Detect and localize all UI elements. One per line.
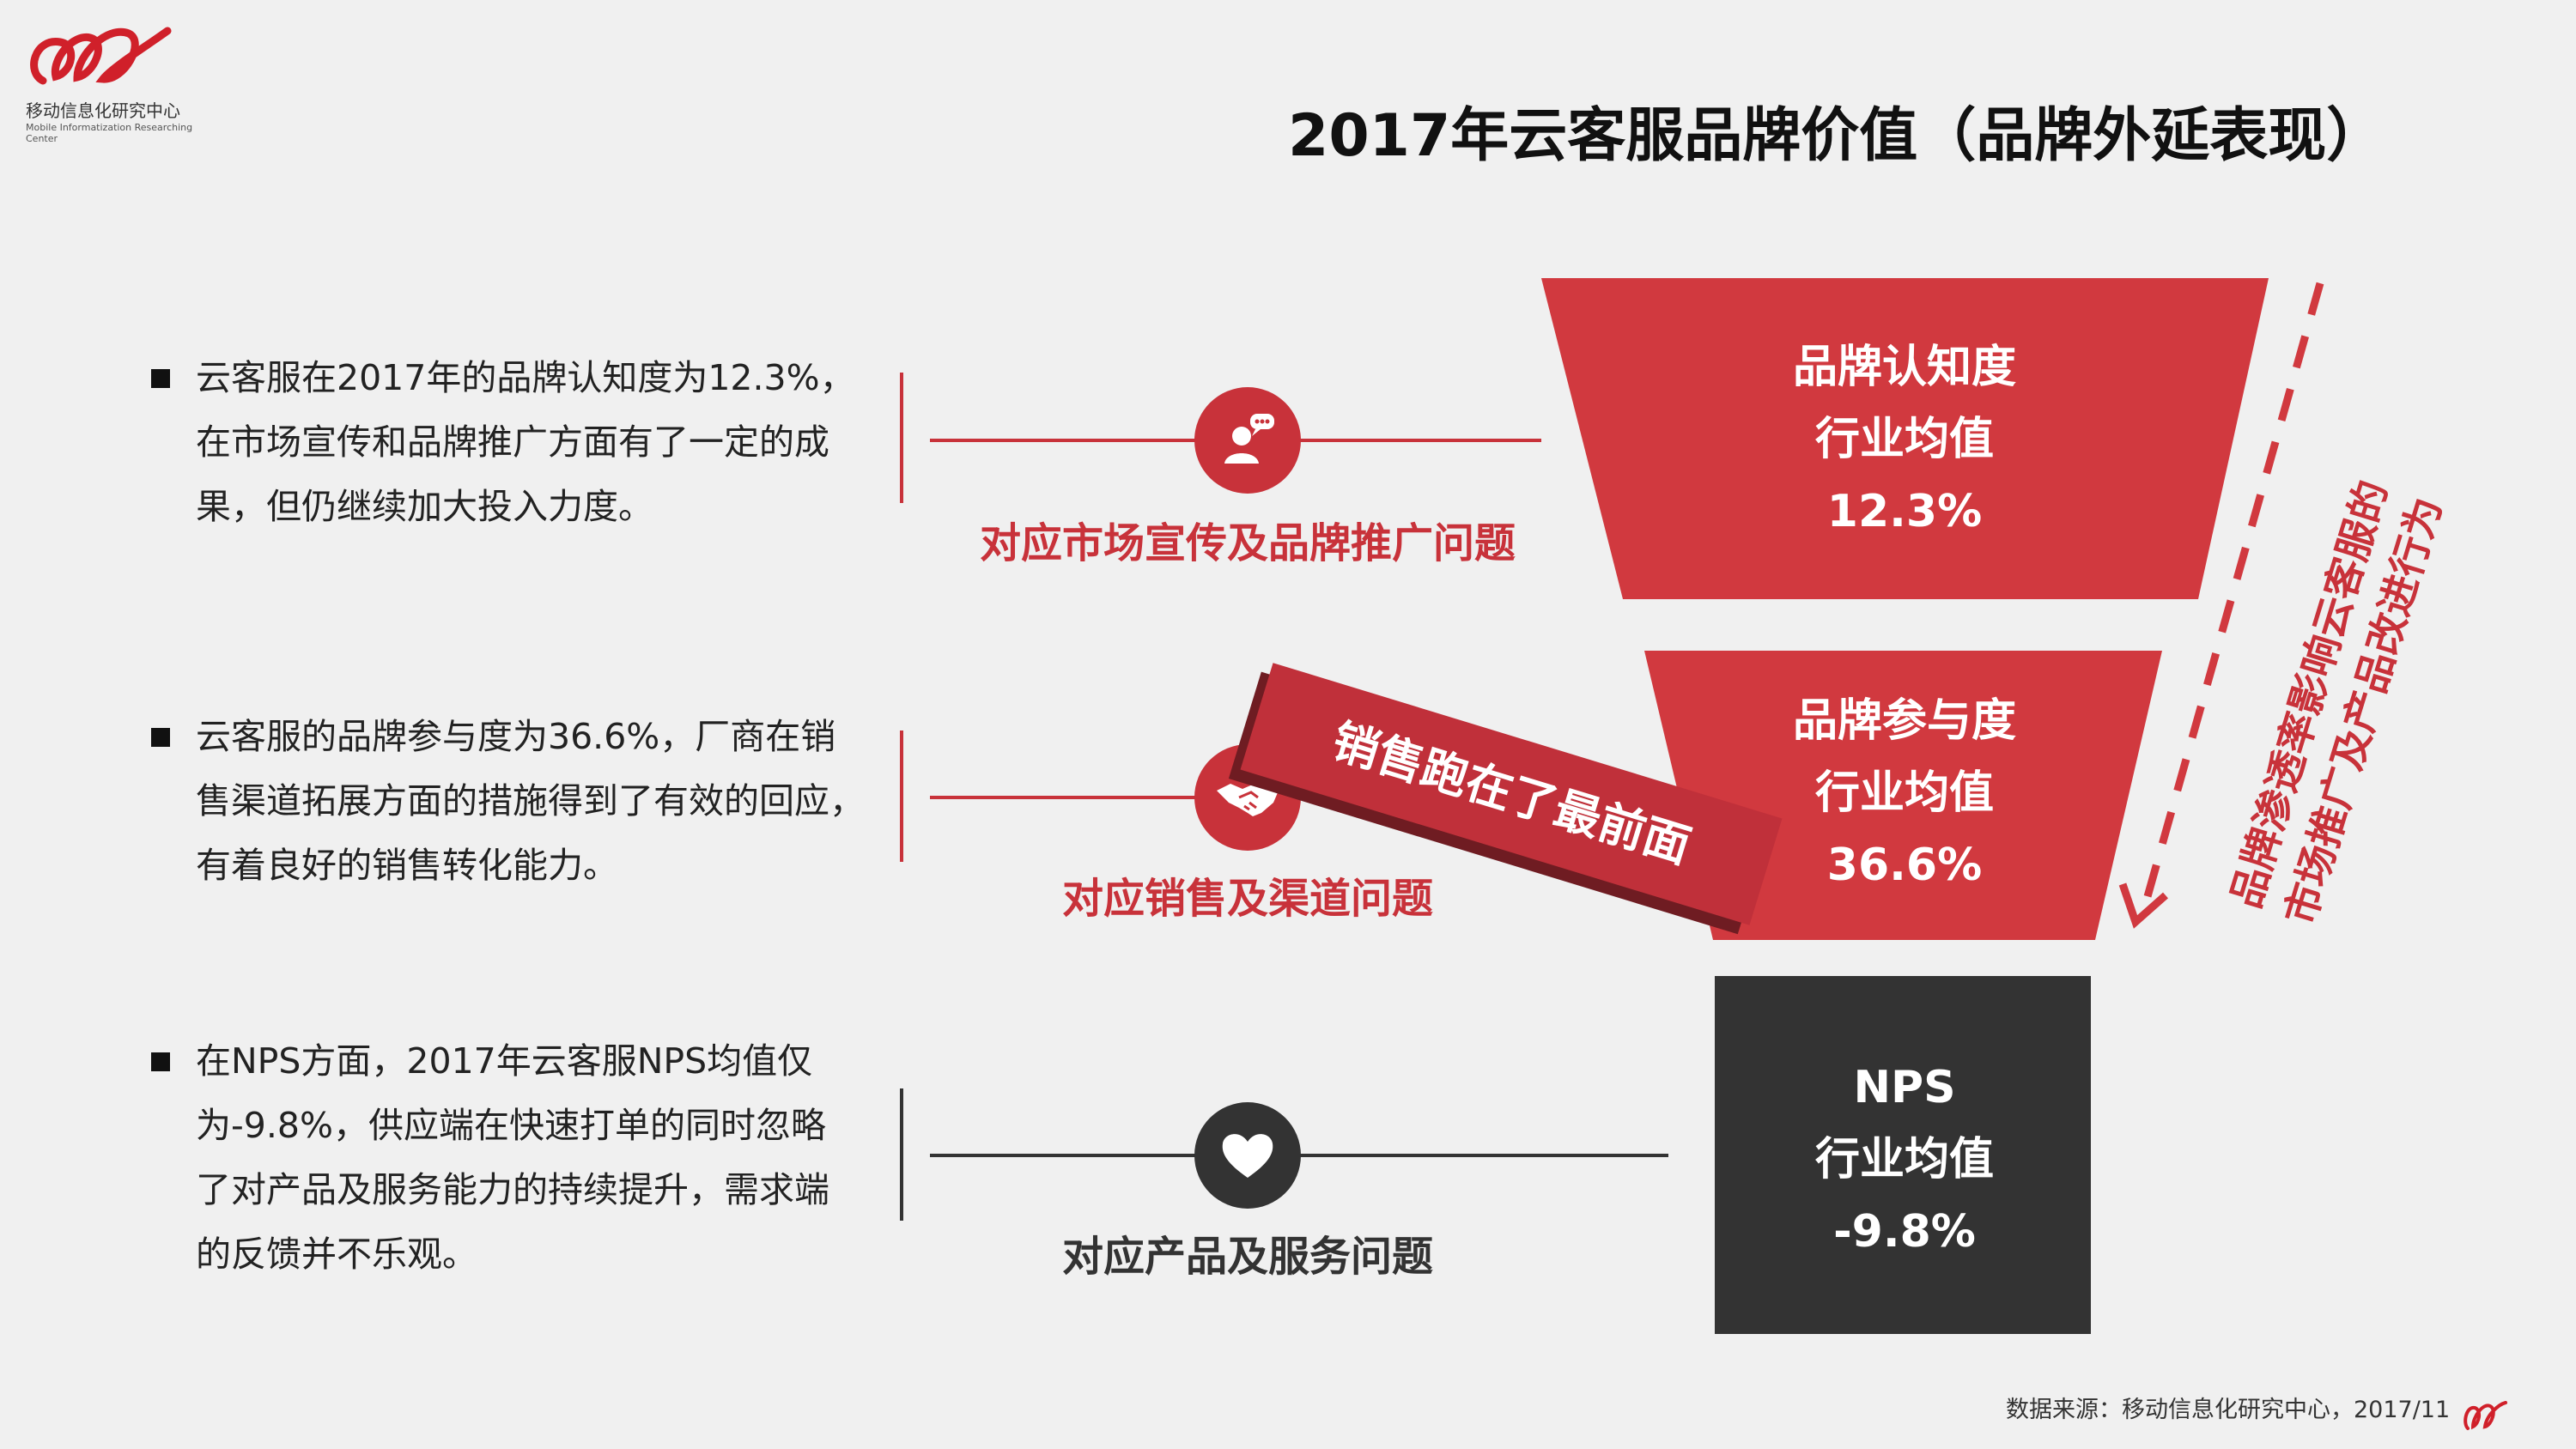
text-line: 在市场宣传和品牌推广方面有了一定的成 <box>196 421 829 463</box>
logo-subtext: Mobile Informatization Researching Cente… <box>26 122 193 144</box>
item-2-label: 对应销售及渠道问题 <box>1061 875 1433 923</box>
item-3-icon-circle <box>1194 1102 1301 1209</box>
text-line: 果，但仍继续加大投入力度。 <box>196 486 653 527</box>
text-line: 云客服的品牌参与度为36.6%，厂商在销 <box>196 716 836 757</box>
text-line: 售渠道拓展方面的措施得到了有效的回应， <box>196 780 865 822</box>
logo: 移动信息化研究中心 Mobile Informatization Researc… <box>26 21 206 144</box>
logo-mark-icon <box>30 27 172 85</box>
funnel-top-segment <box>1541 278 2269 599</box>
funnel-metric-sub: 行业均值 <box>1814 767 1994 819</box>
funnel-bottom-text: NPS 行业均值 -9.8% <box>1733 1052 2076 1268</box>
person-chat-icon <box>1224 414 1274 464</box>
text-line: 云客服在2017年的品牌认知度为12.3%， <box>196 357 855 398</box>
item-3-divider <box>900 1088 903 1221</box>
item-1-icon-circle <box>1194 387 1301 494</box>
item-2-divider <box>900 731 903 862</box>
item-1-label: 对应市场宣传及品牌推广问题 <box>979 519 1516 567</box>
funnel-metric-name: 品牌认知度 <box>1792 342 2016 393</box>
funnel-middle-text: 品牌参与度 行业均值 36.6% <box>1733 685 2076 901</box>
dashed-arrow-head <box>2118 882 2168 929</box>
funnel-top-text: 品牌认知度 行业均值 12.3% <box>1733 331 2076 548</box>
bullet-marker <box>151 1052 170 1071</box>
source-logo-icon <box>2464 1401 2507 1430</box>
funnel-middle-segment <box>1644 651 2162 940</box>
bullet-marker <box>151 369 170 388</box>
funnel-metric-sub: 行业均值 <box>1814 414 1994 465</box>
text-line: 了对产品及服务能力的持续提升，需求端 <box>196 1169 829 1210</box>
logo-text: 移动信息化研究中心 <box>26 100 180 121</box>
funnel-metric-name: NPS <box>1853 1062 1956 1113</box>
item-2-connector <box>930 796 1325 799</box>
funnel-metric-value: 36.6% <box>1826 840 1983 891</box>
bullet-marker <box>151 728 170 747</box>
item-1-text: 云客服在2017年的品牌认知度为12.3%， 在市场宣传和品牌推广方面有了一定的… <box>196 346 926 539</box>
text-line: 在NPS方面，2017年云客服NPS均值仅 <box>196 1040 813 1082</box>
text-line: 为-9.8%，供应端在快速打单的同时忽略 <box>196 1105 826 1146</box>
source-note: 数据来源：移动信息化研究中心，2017/11 <box>2006 1397 2451 1423</box>
funnel-metric-sub: 行业均值 <box>1814 1134 1994 1185</box>
page-title: 2017年云客服品牌价值（品牌外延表现） <box>1288 102 2385 170</box>
funnel-metric-name: 品牌参与度 <box>1792 695 2016 747</box>
item-3-text: 在NPS方面，2017年云客服NPS均值仅 为-9.8%，供应端在快速打单的同时… <box>196 1029 926 1287</box>
funnel-metric-value: 12.3% <box>1826 486 1983 537</box>
text-line: 有着良好的销售转化能力。 <box>196 845 618 886</box>
handshake-icon <box>1217 784 1279 816</box>
item-2-text: 云客服的品牌参与度为36.6%，厂商在销 售渠道拓展方面的措施得到了有效的回应，… <box>196 705 926 898</box>
item-3-label: 对应产品及服务问题 <box>1061 1233 1433 1281</box>
heart-icon <box>1222 1134 1273 1178</box>
item-1-divider <box>900 373 903 503</box>
text-line: 的反馈并不乐观。 <box>196 1234 477 1275</box>
funnel-bottom-box <box>1715 976 2091 1334</box>
funnel-metric-value: -9.8% <box>1833 1206 1976 1258</box>
